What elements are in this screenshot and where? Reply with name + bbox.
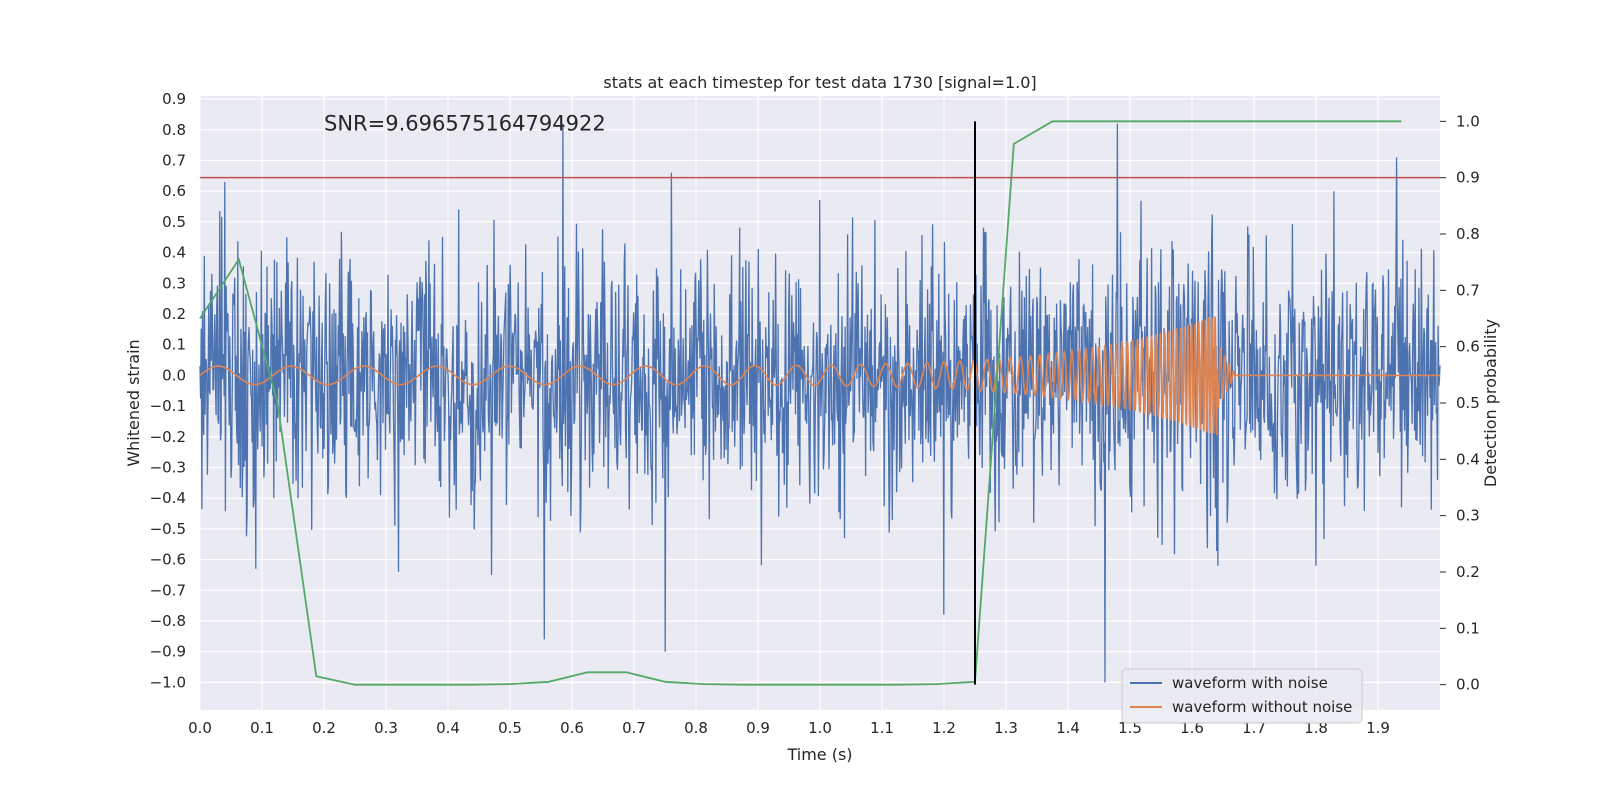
legend: waveform with noise waveform without noi… (1121, 668, 1363, 724)
y-tick-label: −0.5 (150, 520, 186, 538)
y-tick-label: 0.1 (162, 336, 186, 354)
detection-probability-line (199, 120, 1402, 686)
series-waveform-with-noise (199, 123, 1441, 683)
y2-tick-label: 0.5 (1456, 394, 1480, 412)
y-tick-label: 0.4 (162, 244, 186, 262)
noisy-waveform-line (199, 123, 1441, 683)
y2-tick-label: 1.0 (1456, 112, 1480, 130)
y2-tick-label: 0.3 (1456, 507, 1480, 525)
series-waveform-without-noise (199, 316, 1440, 436)
x-tick-label: 0.9 (746, 719, 770, 737)
x-tick-label: 1.4 (1056, 719, 1080, 737)
grid (199, 96, 1440, 710)
y-tick-label: 0.5 (162, 213, 186, 231)
legend-frame (1121, 668, 1363, 724)
y-tick-label: 0.7 (162, 151, 186, 169)
x-tick-label: 0.3 (374, 719, 398, 737)
x-tick-label: 0.7 (622, 719, 646, 737)
reference-lines (200, 121, 1440, 685)
tick-labels: 0.0 0.1 0.2 0.3 0.4 0.5 0.6 0.7 0.8 0.9 1.0 1.1 1.2 1… (150, 90, 1480, 737)
x-axis-label: Time (s) (786, 745, 852, 764)
y-tick-label: −0.7 (150, 581, 186, 599)
y2-tick-label: 0.8 (1456, 225, 1480, 243)
x-tick-label: 0.2 (312, 719, 336, 737)
y2-axis-label: Detection probability (1481, 319, 1500, 487)
chart-title: stats at each timestep for test data 173… (603, 73, 1036, 92)
x-tick-label: 0.4 (436, 719, 460, 737)
y2-tick-label: 0.1 (1456, 619, 1480, 637)
x-tick-label: 0.1 (250, 719, 274, 737)
y2-tick-label: 0.2 (1456, 563, 1480, 581)
series-detection-probability (199, 120, 1402, 686)
x-tick-label: 0.5 (498, 719, 522, 737)
y-tick-label: 0.6 (162, 182, 186, 200)
x-tick-label: 0.8 (684, 719, 708, 737)
x-tick-label: 0.6 (560, 719, 584, 737)
x-tick-label: 1.2 (932, 719, 956, 737)
clean-waveform-line (199, 316, 1440, 436)
y-tick-label: −0.1 (150, 397, 186, 415)
y-axis-label: Whitened strain (124, 339, 143, 466)
y-tick-label: −0.4 (150, 489, 186, 507)
x-tick-label: 1.9 (1366, 719, 1390, 737)
y2-tick-label: 0.4 (1456, 450, 1480, 468)
y-tick-label: −0.3 (150, 458, 186, 476)
y-tick-label: 0.8 (162, 121, 186, 139)
y2-tick-label: 0.9 (1456, 169, 1480, 187)
y-tick-label: −0.9 (150, 643, 186, 661)
y-tick-label: −0.2 (150, 428, 186, 446)
y-tick-label: −0.6 (150, 551, 186, 569)
y2-tick-label: 0.6 (1456, 338, 1480, 356)
legend-label-noisy: waveform with noise (1172, 674, 1328, 692)
y-tick-label: −1.0 (150, 673, 186, 691)
legend-label-clean: waveform without noise (1172, 698, 1352, 716)
y2-tick-label: 0.7 (1456, 281, 1480, 299)
y-tick-label: 0.0 (162, 366, 186, 384)
x-tick-label: 1.0 (808, 719, 832, 737)
x-tick-label: 0.0 (188, 719, 212, 737)
y-tick-label: 0.3 (162, 274, 186, 292)
x-tick-label: 1.3 (994, 719, 1018, 737)
y-tick-label: −0.8 (150, 612, 186, 630)
y2-tick-label: 0.0 (1456, 676, 1480, 694)
y-tick-label: 0.9 (162, 90, 186, 108)
snr-annotation: SNR=9.696575164794922 (324, 112, 606, 136)
y-tick-label: 0.2 (162, 305, 186, 323)
x-tick-label: 1.1 (870, 719, 894, 737)
